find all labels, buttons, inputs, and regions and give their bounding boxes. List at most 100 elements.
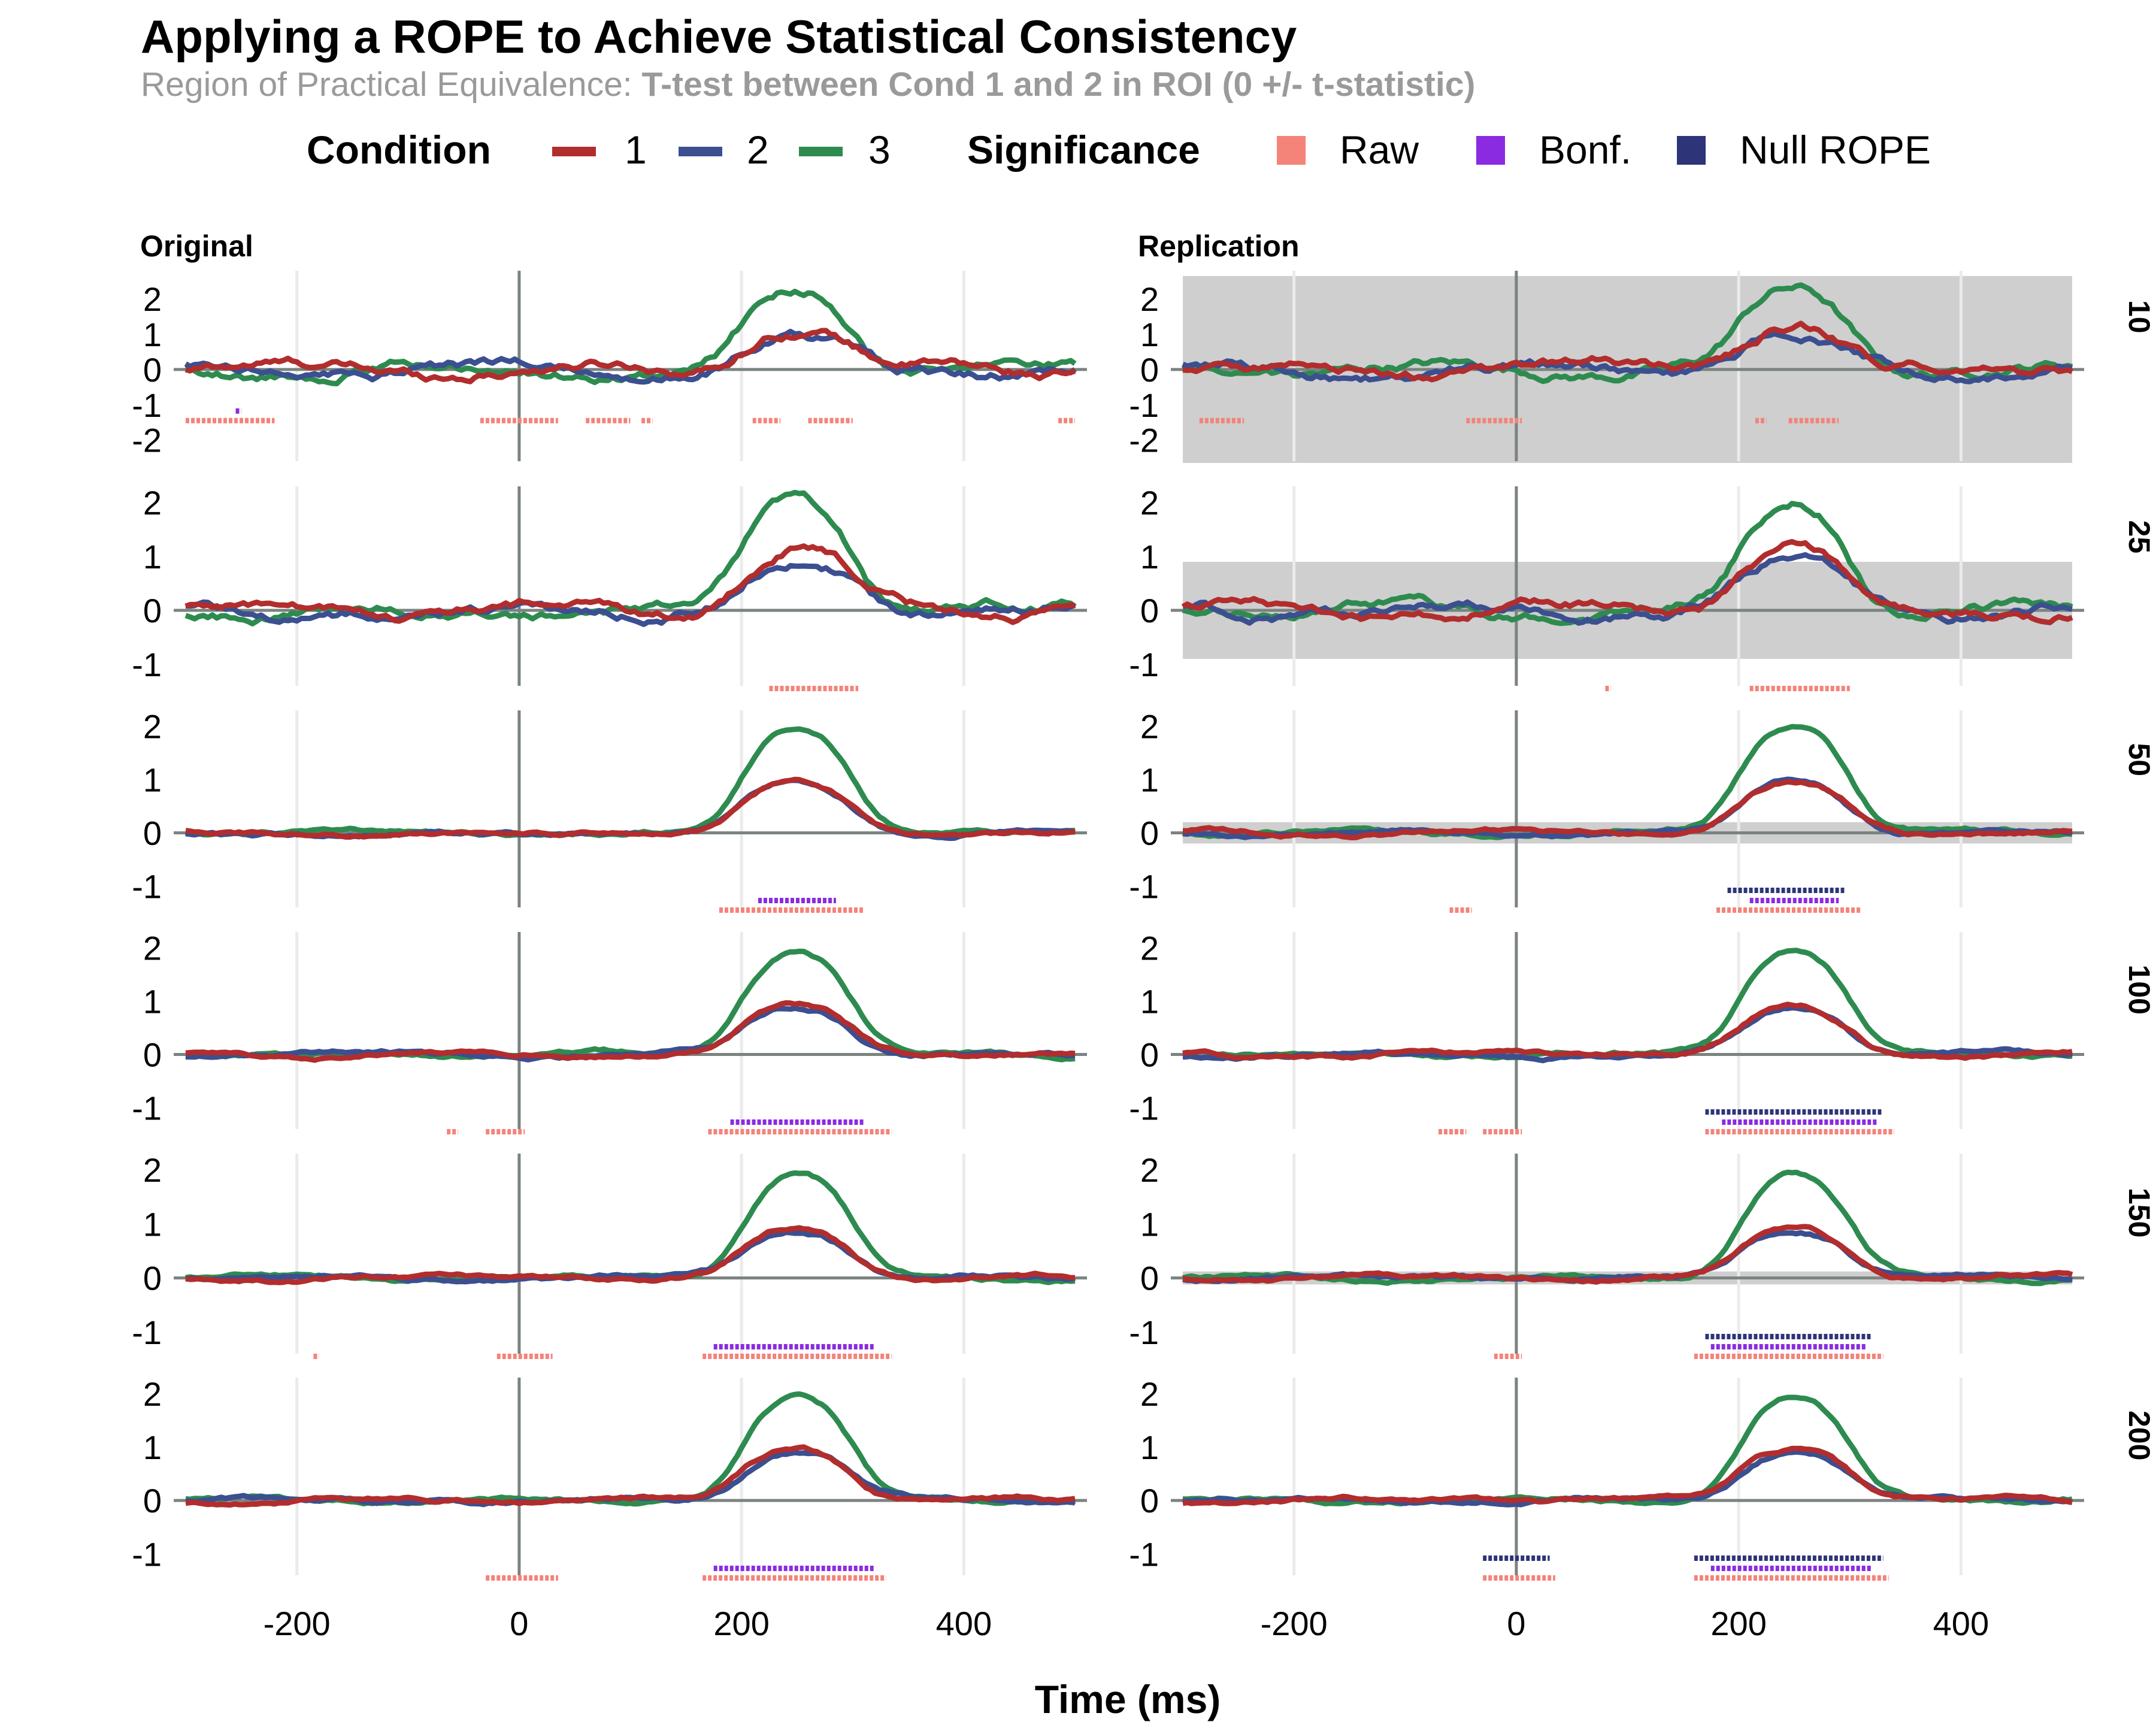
y-tick-label: 0 (143, 351, 162, 389)
y-tick-label: 2 (143, 484, 162, 522)
legend-raw-label: Raw (1340, 128, 1419, 172)
y-tick-label: 0 (143, 1036, 162, 1074)
series-line-condition-1 (185, 1444, 1076, 1508)
series-line-condition-3 (1182, 1394, 2073, 1507)
series-line-condition-1 (184, 543, 1076, 625)
series-line-condition-3 (184, 289, 1077, 386)
series-line-condition-3 (185, 726, 1076, 839)
y-tick-label: 1 (143, 316, 162, 353)
series-line-condition-3 (1182, 948, 2073, 1061)
y-tick-label: 0 (1140, 1036, 1159, 1074)
legend-condition-1-label: 1 (625, 128, 647, 172)
series-line-condition-1 (1182, 320, 2073, 383)
legend: Condition 1 2 3 Significance Raw Bonf. N… (307, 128, 1931, 172)
y-tick-label: 0 (1140, 1482, 1159, 1520)
y-tick-label: 0 (1140, 1260, 1159, 1297)
y-tick-label: 0 (1140, 815, 1159, 852)
row-strip-label-10: 10 (2122, 300, 2156, 334)
y-tick-label: 0 (143, 1260, 162, 1297)
y-tick-label: -1 (1129, 1089, 1159, 1127)
y-tick-label: 2 (1140, 708, 1159, 746)
series-line-condition-3 (185, 1391, 1076, 1507)
y-tick-label: -1 (132, 1535, 162, 1573)
series-line-condition-2 (184, 328, 1077, 385)
legend-condition-title: Condition (307, 128, 491, 172)
series-line-condition-1 (185, 1225, 1076, 1285)
panel-replication-100 (1171, 932, 2084, 1134)
series-line-condition-1 (1181, 538, 2073, 625)
y-tick-label: 2 (1140, 1151, 1159, 1189)
legend-raw-swatch (1277, 136, 1306, 165)
subtitle-prefix: Region of Practical Equivalence: (141, 65, 641, 104)
legend-bonf-label: Bonf. (1539, 128, 1631, 172)
panel-replication-50 (1171, 710, 2084, 913)
y-tick-label: 1 (143, 983, 162, 1021)
y-tick-label: 1 (1140, 538, 1159, 576)
series-line-condition-1 (185, 1000, 1076, 1063)
x-axis-title: Time (ms) (1035, 1677, 1221, 1721)
panel-original-150 (174, 1154, 1087, 1360)
y-tick-label: 1 (1140, 761, 1159, 799)
y-tick-label: 2 (143, 280, 162, 318)
y-tick-label: -1 (132, 386, 162, 424)
row-strip-label-150: 150 (2122, 1188, 2156, 1237)
y-tick-label: -1 (1129, 386, 1159, 424)
y-tick-label: 1 (143, 761, 162, 799)
chart-title: Applying a ROPE to Achieve Statistical C… (141, 10, 1297, 63)
y-tick-label: 0 (1140, 592, 1159, 630)
panel-original-100 (174, 932, 1087, 1134)
row-strip-label-100: 100 (2122, 965, 2156, 1015)
series-line-condition-2 (185, 562, 1076, 627)
panel-original-10 (174, 271, 1087, 461)
series-line-condition-3 (1182, 1169, 2073, 1287)
y-tick-label: 1 (1140, 1429, 1159, 1466)
x-axis-ticks: -200 0 200 400 -200 0 200 400 (264, 1605, 1990, 1642)
series-line-condition-1 (184, 328, 1076, 385)
y-tick-label: 2 (143, 708, 162, 746)
y-tick-label: -1 (1129, 1314, 1159, 1351)
y-tick-label: 1 (1140, 1205, 1159, 1243)
y-tick-label: 2 (143, 930, 162, 967)
y-tick-label: -1 (132, 1314, 162, 1351)
legend-condition-2-label: 2 (747, 128, 769, 172)
y-tick-label: -1 (132, 1089, 162, 1127)
y-tick-label: -2 (132, 422, 162, 459)
subtitle-strong: T-test between Cond 1 and 2 in ROI (0 +/… (641, 65, 1475, 104)
x-tick-label: -200 (264, 1605, 331, 1642)
y-tick-label: 0 (143, 1482, 162, 1520)
y-tick-label: 2 (1140, 484, 1159, 522)
y-tick-label: -2 (1129, 422, 1159, 459)
panel-replication-10 (1171, 271, 2084, 463)
y-tick-label: -1 (1129, 1535, 1159, 1573)
panel-replication-25 (1171, 486, 2084, 691)
panel-original-50 (174, 710, 1087, 913)
legend-bonf-swatch (1476, 136, 1505, 165)
legend-null-rope-label: Null ROPE (1740, 128, 1931, 172)
y-tick-label: 1 (143, 1205, 162, 1243)
legend-condition-3-label: 3 (868, 128, 891, 172)
x-tick-label: 400 (936, 1605, 992, 1642)
x-tick-label: 200 (1710, 1605, 1766, 1642)
panel-original-25 (174, 486, 1087, 691)
y-tick-label: 1 (143, 1429, 162, 1466)
x-tick-label: 400 (1933, 1605, 1989, 1642)
column-label-original: Original (140, 229, 253, 263)
series-line-condition-1 (1182, 1001, 2073, 1061)
y-tick-label: -1 (132, 867, 162, 905)
series-line-condition-3 (185, 948, 1076, 1063)
series-line-condition-1 (1182, 1445, 2073, 1506)
series-line-condition-3 (1182, 724, 2073, 840)
y-tick-label: 2 (1140, 1375, 1159, 1413)
y-tick-label: 0 (143, 592, 162, 630)
series-line-condition-1 (1182, 1224, 2073, 1285)
y-tick-label: -1 (132, 646, 162, 683)
y-tick-label: 1 (1140, 983, 1159, 1021)
y-tick-label: 0 (1140, 351, 1159, 389)
chart-subtitle: Region of Practical Equivalence: T-test … (141, 65, 1475, 104)
y-tick-label: 2 (143, 1375, 162, 1413)
column-label-replication: Replication (1138, 229, 1299, 263)
x-tick-label: -200 (1261, 1605, 1328, 1642)
panel-grid: 10210-1-2210-1-225210-1210-150210-1210-1… (132, 271, 2156, 1581)
y-tick-label: 2 (1140, 930, 1159, 967)
